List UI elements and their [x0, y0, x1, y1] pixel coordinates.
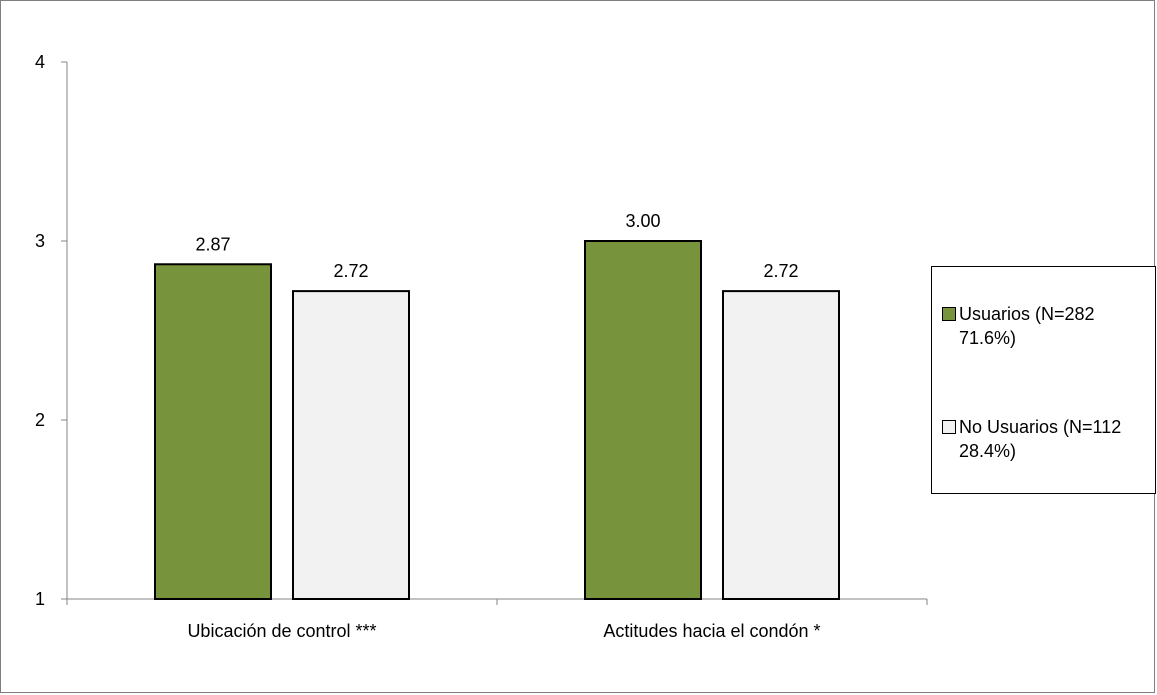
bar-usuarios-1	[584, 240, 702, 600]
legend-swatch-no-usuarios	[942, 420, 956, 434]
y-tick-label-1: 1	[35, 589, 45, 609]
legend-label-no-usuarios: No Usuarios (N=112 28.4%)	[959, 417, 1122, 461]
y-tick-label-2: 2	[35, 410, 45, 430]
data-label-no-usuarios-0: 2.72	[333, 261, 368, 281]
data-label-usuarios-1: 3.00	[625, 211, 660, 231]
legend-label-usuarios: Usuarios (N=282 71.6%)	[959, 304, 1095, 348]
bar-no-usuarios-0	[292, 290, 410, 600]
legend-item-no-usuarios: No Usuarios (N=112 28.4%)	[942, 415, 1121, 463]
legend: Usuarios (N=282 71.6%) No Usuarios (N=11…	[931, 266, 1156, 494]
bar-usuarios-0	[154, 263, 272, 600]
data-label-no-usuarios-1: 2.72	[763, 261, 798, 281]
category-label-0: Ubicación de control ***	[187, 621, 376, 641]
y-tick-label-4: 4	[35, 52, 45, 72]
y-tick-label-3: 3	[35, 231, 45, 251]
legend-item-usuarios: Usuarios (N=282 71.6%)	[942, 302, 1095, 350]
data-label-usuarios-0: 2.87	[195, 234, 230, 254]
bar-no-usuarios-1	[722, 290, 840, 600]
legend-swatch-usuarios	[942, 307, 956, 321]
category-label-1: Actitudes hacia el condón *	[603, 621, 820, 641]
